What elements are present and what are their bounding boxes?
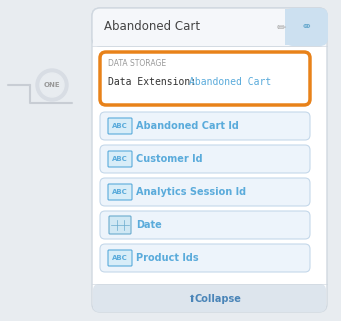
Text: Abandoned Cart: Abandoned Cart bbox=[189, 77, 271, 87]
Text: Customer Id: Customer Id bbox=[136, 154, 203, 164]
Text: DATA STORAGE: DATA STORAGE bbox=[108, 59, 166, 68]
FancyBboxPatch shape bbox=[93, 284, 326, 312]
FancyBboxPatch shape bbox=[100, 52, 310, 105]
Text: Collapse: Collapse bbox=[194, 294, 241, 304]
Text: Date: Date bbox=[136, 220, 162, 230]
FancyBboxPatch shape bbox=[109, 216, 131, 234]
Text: ⬆: ⬆ bbox=[188, 294, 195, 304]
Text: ⚭: ⚭ bbox=[300, 20, 312, 34]
Text: ABC: ABC bbox=[112, 156, 128, 162]
Text: Data Extension:: Data Extension: bbox=[108, 77, 202, 87]
Text: Abandoned Cart: Abandoned Cart bbox=[104, 21, 200, 33]
Text: ✏: ✏ bbox=[276, 23, 286, 33]
Text: ABC: ABC bbox=[112, 255, 128, 261]
Text: ONE: ONE bbox=[44, 82, 60, 88]
FancyBboxPatch shape bbox=[285, 8, 328, 46]
FancyBboxPatch shape bbox=[100, 211, 310, 239]
FancyBboxPatch shape bbox=[108, 250, 132, 266]
FancyBboxPatch shape bbox=[108, 151, 132, 167]
FancyBboxPatch shape bbox=[100, 178, 310, 206]
Bar bbox=[93, 27, 326, 46]
Text: ABC: ABC bbox=[112, 123, 128, 129]
FancyBboxPatch shape bbox=[108, 118, 132, 134]
Text: Product Ids: Product Ids bbox=[136, 253, 198, 263]
FancyBboxPatch shape bbox=[100, 112, 310, 140]
Text: Abandoned Cart Id: Abandoned Cart Id bbox=[136, 121, 239, 131]
Bar bbox=[285, 9, 306, 45]
FancyBboxPatch shape bbox=[100, 145, 310, 173]
Circle shape bbox=[40, 73, 64, 97]
Circle shape bbox=[36, 69, 68, 101]
Text: ABC: ABC bbox=[112, 189, 128, 195]
FancyBboxPatch shape bbox=[92, 8, 327, 46]
FancyBboxPatch shape bbox=[92, 8, 327, 312]
FancyBboxPatch shape bbox=[108, 184, 132, 200]
FancyBboxPatch shape bbox=[100, 244, 310, 272]
Text: Analytics Session Id: Analytics Session Id bbox=[136, 187, 246, 197]
